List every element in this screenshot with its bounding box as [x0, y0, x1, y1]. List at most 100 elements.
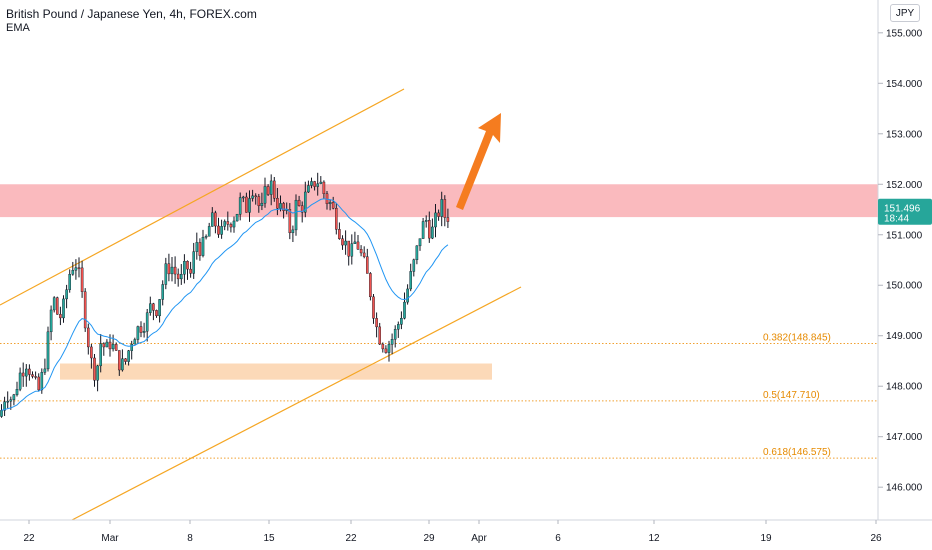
candle-up[interactable]: [6, 400, 9, 403]
candle-up[interactable]: [393, 329, 397, 340]
candle-down[interactable]: [34, 376, 37, 378]
candle-up[interactable]: [111, 344, 115, 350]
candle-down[interactable]: [198, 242, 202, 256]
candle-down[interactable]: [254, 195, 258, 198]
candle-down[interactable]: [335, 208, 338, 230]
channel-upper-line[interactable]: [0, 88, 405, 306]
candle-down[interactable]: [214, 212, 217, 227]
candle-down[interactable]: [90, 346, 93, 359]
candle-up[interactable]: [328, 202, 332, 205]
candle-up[interactable]: [440, 199, 444, 217]
candle-up[interactable]: [263, 186, 267, 204]
ema-line[interactable]: [1, 198, 449, 411]
support-zone[interactable]: [60, 363, 492, 380]
candle-down[interactable]: [313, 181, 316, 187]
candle-up[interactable]: [431, 226, 434, 239]
candle-down[interactable]: [102, 343, 106, 348]
candle-up[interactable]: [18, 372, 22, 390]
candle-up[interactable]: [291, 229, 295, 234]
candle-up[interactable]: [434, 212, 437, 228]
candle-up[interactable]: [62, 298, 65, 319]
candle-up[interactable]: [52, 297, 56, 311]
channel-lower-line[interactable]: [71, 286, 522, 521]
candle-down[interactable]: [437, 212, 440, 217]
candle-up[interactable]: [319, 181, 323, 184]
candle-up[interactable]: [49, 309, 53, 333]
candle-down[interactable]: [21, 372, 25, 377]
candle-down[interactable]: [124, 358, 127, 362]
candle-up[interactable]: [238, 197, 242, 215]
bullish-arrow-icon[interactable]: [456, 113, 501, 210]
candle-up[interactable]: [310, 181, 313, 186]
candle-up[interactable]: [415, 245, 419, 261]
candle-down[interactable]: [152, 303, 155, 311]
candle-up[interactable]: [179, 274, 183, 280]
candle-down[interactable]: [446, 217, 450, 222]
candle-down[interactable]: [356, 241, 360, 250]
candle-down[interactable]: [300, 205, 304, 213]
candle-up[interactable]: [74, 267, 78, 271]
candle-down[interactable]: [80, 267, 84, 292]
candle-down[interactable]: [372, 296, 375, 319]
candle-down[interactable]: [359, 249, 363, 254]
candle-up[interactable]: [133, 339, 137, 345]
candle-up[interactable]: [164, 263, 168, 285]
candle-up[interactable]: [409, 271, 413, 290]
candle-up[interactable]: [403, 301, 406, 319]
candle-down[interactable]: [288, 209, 292, 234]
candle-down[interactable]: [56, 297, 59, 315]
candle-up[interactable]: [424, 220, 428, 222]
chart-title[interactable]: British Pound / Japanese Yen, 4h, FOREX.…: [6, 7, 257, 21]
candle-down[interactable]: [245, 196, 248, 213]
candle-up[interactable]: [344, 240, 347, 246]
candle-down[interactable]: [173, 266, 177, 275]
candle-up[interactable]: [406, 288, 409, 303]
candle-down[interactable]: [37, 376, 40, 391]
candle-up[interactable]: [192, 251, 196, 274]
candle-down[interactable]: [139, 326, 143, 333]
candle-down[interactable]: [297, 199, 301, 206]
candle-down[interactable]: [322, 181, 326, 194]
candle-up[interactable]: [68, 274, 71, 290]
candle-up[interactable]: [0, 410, 3, 417]
candle-down[interactable]: [341, 238, 344, 246]
candle-down[interactable]: [257, 196, 261, 207]
candle-down[interactable]: [114, 344, 118, 351]
candle-up[interactable]: [390, 339, 394, 345]
candle-down[interactable]: [428, 220, 431, 239]
candle-up[interactable]: [260, 202, 264, 207]
candle-down[interactable]: [381, 343, 385, 350]
candle-up[interactable]: [40, 372, 44, 391]
candle-down[interactable]: [369, 273, 372, 298]
candle-down[interactable]: [331, 202, 335, 209]
candle-down[interactable]: [108, 341, 112, 350]
candle-up[interactable]: [269, 180, 273, 195]
candle-up[interactable]: [232, 220, 236, 228]
candle-down[interactable]: [117, 350, 121, 371]
candle-down[interactable]: [282, 203, 285, 211]
candle-up[interactable]: [201, 236, 205, 256]
candle-down[interactable]: [384, 348, 388, 353]
candle-down[interactable]: [362, 252, 366, 257]
candle-up[interactable]: [353, 241, 357, 244]
candle-up[interactable]: [161, 284, 165, 300]
candle-up[interactable]: [220, 226, 223, 235]
candle-up[interactable]: [316, 183, 320, 187]
candle-down[interactable]: [338, 229, 341, 239]
candle-up[interactable]: [241, 196, 245, 199]
last-price-tag[interactable]: [878, 198, 932, 225]
candle-down[interactable]: [189, 268, 192, 274]
candle-down[interactable]: [378, 326, 382, 345]
candle-up[interactable]: [158, 299, 161, 317]
candle-up[interactable]: [279, 203, 282, 209]
candle-up[interactable]: [136, 326, 140, 340]
currency-button[interactable]: JPY: [890, 4, 920, 22]
candle-down[interactable]: [366, 256, 369, 274]
candle-down[interactable]: [276, 198, 279, 209]
candle-down[interactable]: [266, 186, 270, 195]
candle-up[interactable]: [142, 330, 146, 333]
candle-up[interactable]: [307, 185, 310, 193]
candle-down[interactable]: [155, 310, 158, 317]
candle-down[interactable]: [217, 225, 220, 235]
